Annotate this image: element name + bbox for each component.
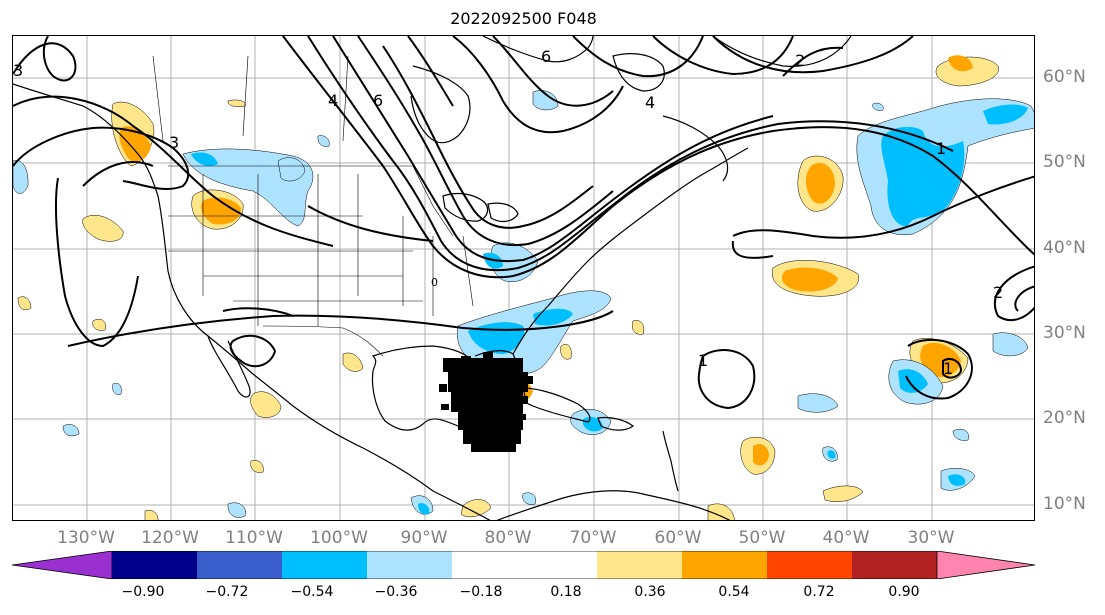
lat-label: 50°N	[1043, 152, 1086, 172]
colorbar-tick: −0.36	[374, 584, 418, 600]
lon-label: 130°W	[57, 528, 115, 548]
contour-label: 2	[993, 283, 1003, 302]
map-svg: 3 3 6 4 6 4 1 1 1 2 0 2	[13, 36, 1034, 520]
colorbar-tick: 0.72	[803, 584, 835, 600]
colorbar-segment	[852, 551, 937, 579]
contour-label: 1	[698, 351, 708, 370]
lon-label: 90°W	[400, 528, 448, 548]
lat-label: 60°N	[1043, 67, 1086, 87]
colorbar-tick: −0.90	[121, 584, 165, 600]
plot-title: 2022092500 F048	[450, 9, 597, 28]
contour-label: 4	[328, 91, 338, 110]
contour-label: 3	[169, 133, 179, 152]
lat-label: 10°N	[1043, 494, 1086, 514]
lon-label: 40°W	[822, 528, 870, 548]
colorbar-segment	[936, 551, 1035, 579]
contour-label: 1	[936, 139, 946, 158]
political-borders	[152, 55, 474, 357]
anomaly-shading	[13, 55, 1034, 520]
colorbar-tick: −0.54	[290, 584, 334, 600]
colorbar-tick: −0.18	[459, 584, 503, 600]
colorbar-segment	[452, 551, 597, 579]
marker-cluster	[439, 352, 533, 452]
lat-label: 40°N	[1043, 238, 1086, 258]
colorbar-tick: −0.72	[205, 584, 249, 600]
lat-label: 20°N	[1043, 408, 1086, 428]
lon-label: 60°W	[654, 528, 702, 548]
contour-label: 2	[795, 51, 805, 70]
map-panel: 3 3 6 4 6 4 1 1 1 2 0 2	[12, 35, 1035, 521]
contour-label: 0	[431, 276, 438, 289]
colorbar-tick: 0.18	[550, 584, 582, 600]
lon-label: 70°W	[569, 528, 617, 548]
coastlines	[13, 36, 852, 520]
lon-label: 50°W	[738, 528, 786, 548]
colorbar-segment	[767, 551, 852, 579]
contour-label: 1	[943, 359, 953, 378]
colorbar-segment	[12, 551, 113, 579]
contour-label: 6	[373, 91, 383, 110]
height-contours	[13, 36, 1034, 410]
contour-label-group: 3 3 6 4 6 4 1 1 1 2 0 2	[13, 47, 1003, 378]
colorbar-segment	[597, 551, 682, 579]
colorbar-segment	[112, 551, 197, 579]
colorbar-segment	[282, 551, 367, 579]
colorbar-segment	[197, 551, 282, 579]
lat-label: 30°N	[1043, 323, 1086, 343]
colorbar-tick: 0.54	[718, 584, 750, 600]
colorbar-segment	[367, 551, 452, 579]
lon-label: 80°W	[484, 528, 532, 548]
contour-label: 3	[13, 61, 23, 80]
lon-label: 120°W	[141, 528, 199, 548]
contour-label: 4	[645, 93, 655, 112]
colorbar-tick: 0.36	[634, 584, 666, 600]
colorbar-tick: 0.90	[888, 584, 920, 600]
lon-label: 30°W	[907, 528, 955, 548]
lon-label: 100°W	[310, 528, 368, 548]
colorbar-segment	[682, 551, 767, 579]
colorbar	[12, 551, 1035, 579]
contour-label: 6	[541, 47, 551, 66]
lon-label: 110°W	[225, 528, 283, 548]
